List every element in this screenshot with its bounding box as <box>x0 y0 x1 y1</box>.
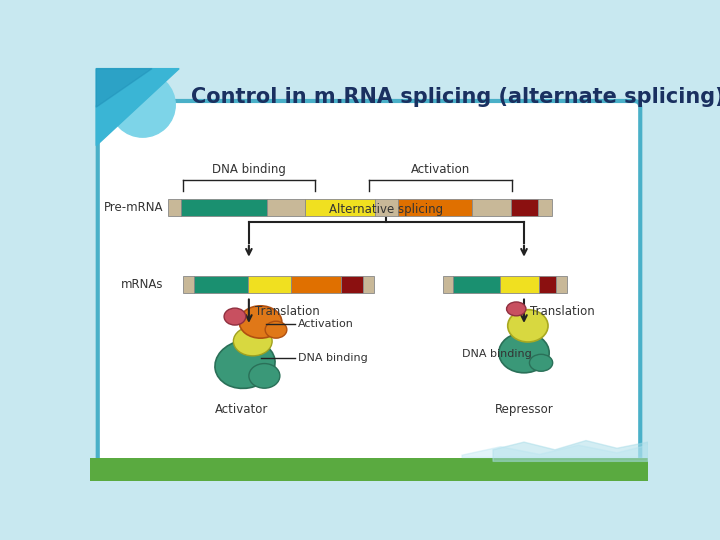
Bar <box>194 276 248 293</box>
Polygon shape <box>96 69 179 146</box>
Bar <box>538 199 552 215</box>
FancyBboxPatch shape <box>98 101 640 464</box>
Polygon shape <box>493 441 648 461</box>
Bar <box>510 199 538 215</box>
Text: mRNAs: mRNAs <box>121 278 163 291</box>
Text: DNA binding: DNA binding <box>462 349 532 359</box>
Ellipse shape <box>508 309 548 342</box>
Text: Activation: Activation <box>297 319 354 329</box>
Bar <box>305 199 375 215</box>
Text: Control in m.RNA splicing (alternate splicing): Control in m.RNA splicing (alternate spl… <box>191 87 720 107</box>
Ellipse shape <box>249 363 280 388</box>
Bar <box>398 199 472 215</box>
Text: DNA binding: DNA binding <box>297 353 367 363</box>
Ellipse shape <box>499 333 549 373</box>
Bar <box>248 276 291 293</box>
Text: Repressor: Repressor <box>495 403 554 416</box>
Bar <box>181 199 266 215</box>
Ellipse shape <box>233 327 272 356</box>
Bar <box>90 457 648 481</box>
Bar <box>443 276 454 293</box>
Ellipse shape <box>265 321 287 338</box>
Bar <box>454 276 500 293</box>
Polygon shape <box>96 69 152 107</box>
Bar <box>500 276 539 293</box>
Text: Pre-mRNA: Pre-mRNA <box>104 201 163 214</box>
Ellipse shape <box>215 340 275 388</box>
Circle shape <box>110 72 175 137</box>
Bar <box>556 276 567 293</box>
Text: Alternative splicing: Alternative splicing <box>329 202 444 215</box>
Bar <box>183 276 194 293</box>
Text: Translation: Translation <box>255 305 320 318</box>
Bar <box>375 199 398 215</box>
Bar <box>168 199 181 215</box>
Ellipse shape <box>224 308 246 325</box>
Text: Translation: Translation <box>530 305 595 318</box>
Polygon shape <box>462 445 648 457</box>
Bar <box>291 276 341 293</box>
Ellipse shape <box>507 302 526 316</box>
Ellipse shape <box>239 306 282 338</box>
Ellipse shape <box>529 354 553 372</box>
Text: Activation: Activation <box>411 164 470 177</box>
Bar <box>266 199 305 215</box>
Bar <box>363 276 374 293</box>
Bar <box>341 276 363 293</box>
Text: DNA binding: DNA binding <box>212 164 286 177</box>
Bar <box>472 199 510 215</box>
Bar <box>539 276 556 293</box>
Text: Activator: Activator <box>215 403 268 416</box>
